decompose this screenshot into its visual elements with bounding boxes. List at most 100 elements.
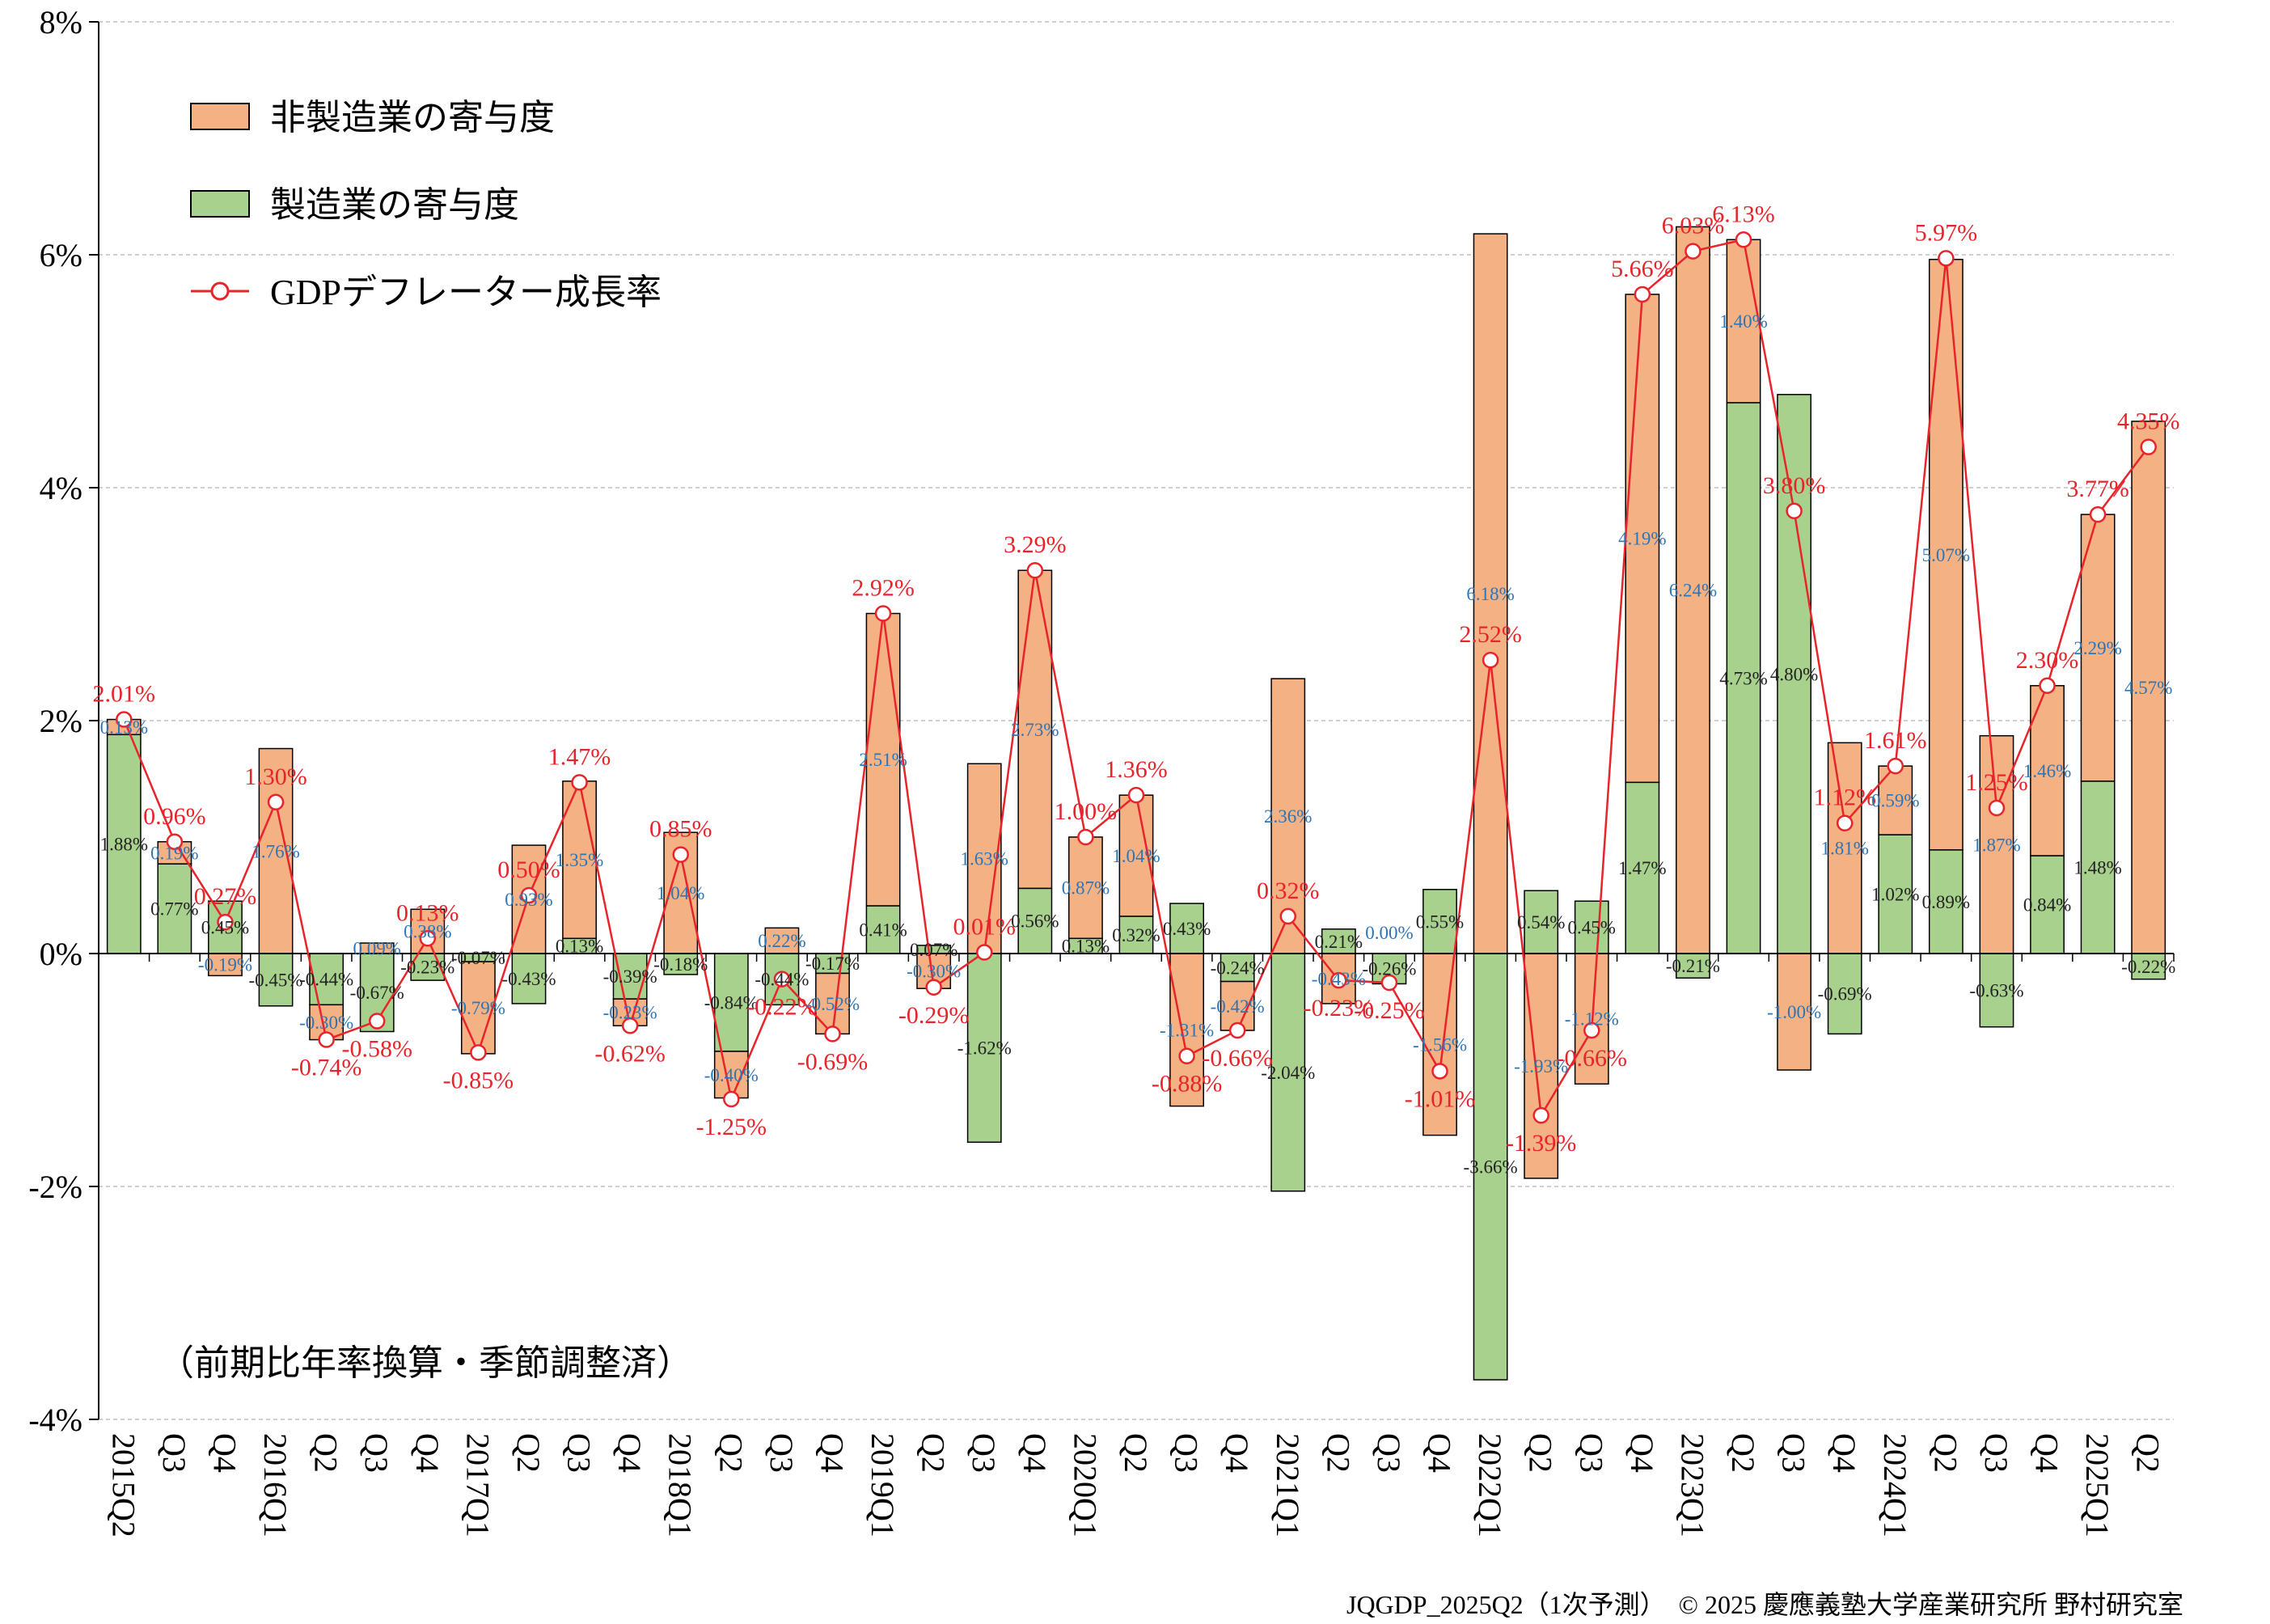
x-tick-label: Q4: [206, 1433, 243, 1473]
bar-nonmfg: [1676, 226, 1710, 954]
data-label-mfg: 0.21%: [1315, 932, 1363, 952]
data-label-gdp: -0.88%: [1152, 1071, 1222, 1097]
data-label-mfg: -0.45%: [249, 970, 303, 990]
data-label-gdp: 2.30%: [2016, 647, 2079, 674]
data-label-mfg: 0.45%: [201, 918, 249, 938]
gdp-marker: [419, 930, 437, 947]
data-label-nonmfg: -0.79%: [451, 998, 505, 1018]
x-tick-label: Q3: [561, 1433, 598, 1473]
gdp-marker: [824, 1026, 841, 1042]
gdp-marker: [1634, 285, 1651, 303]
data-label-gdp: 0.27%: [194, 883, 257, 910]
bar-mfg: [1220, 953, 1255, 983]
gdp-marker: [318, 1031, 335, 1048]
data-label-gdp: -0.62%: [594, 1040, 665, 1067]
data-label-mfg: 0.07%: [910, 940, 957, 960]
bar-mfg: [1777, 394, 1812, 954]
bar-nonmfg: [1270, 678, 1306, 954]
x-tick-label: Q2: [1118, 1433, 1154, 1473]
line-layer: [116, 231, 2157, 1124]
data-label-gdp: -0.69%: [797, 1048, 868, 1075]
bar-nonmfg: [2080, 514, 2116, 782]
data-label-nonmfg: -1.56%: [1413, 1034, 1467, 1055]
data-label-gdp: -0.66%: [1202, 1045, 1272, 1072]
data-label-nonmfg: 1.04%: [657, 883, 704, 903]
data-label-mfg: -0.23%: [400, 958, 454, 978]
data-label-nonmfg: -0.30%: [907, 962, 961, 982]
x-tick-label: Q3: [1169, 1433, 1205, 1473]
data-label-mfg: 4.80%: [1770, 664, 1818, 684]
data-label-gdp: 1.25%: [1965, 769, 2028, 796]
y-tick-label: 6%: [40, 237, 82, 273]
data-label-nonmfg: -0.52%: [805, 994, 860, 1014]
gdp-marker: [1380, 974, 1398, 992]
bar-nonmfg: [1068, 836, 1103, 940]
bar-nonmfg: [1827, 742, 1862, 954]
bar-mfg: [258, 953, 294, 1007]
x-tick-label: Q4: [814, 1433, 850, 1473]
gdp-marker: [925, 979, 942, 996]
data-label-nonmfg: 2.36%: [1264, 806, 1312, 827]
gdp-marker: [166, 833, 184, 851]
data-label-mfg: -0.21%: [1666, 956, 1720, 976]
data-label-gdp: -0.25%: [1354, 997, 1424, 1024]
y-tick-label: -4%: [28, 1402, 82, 1438]
data-label-mfg: 0.41%: [859, 920, 907, 940]
data-label-mfg: -0.43%: [501, 969, 556, 989]
x-tick-label: Q2: [1523, 1433, 1559, 1473]
gdp-marker: [1836, 814, 1854, 831]
bar-mfg: [663, 953, 699, 975]
data-label-nonmfg: 4.57%: [2124, 678, 2172, 698]
bar-mfg: [106, 734, 142, 954]
gdp-marker: [571, 774, 588, 791]
x-tick-label: Q3: [1776, 1433, 1812, 1473]
data-label-nonmfg: 1.63%: [961, 849, 1008, 869]
bar-nonmfg: [1777, 953, 1812, 1071]
data-label-gdp: 1.61%: [1864, 727, 1927, 754]
data-label-gdp: -0.22%: [746, 994, 817, 1021]
chart-footer: JQGDP_2025Q2（1次予測） © 2025 慶應義塾大学産業研究所 野村…: [1346, 1590, 2183, 1619]
gdp-marker: [1482, 651, 1499, 669]
x-tick-label: 2023Q1: [1674, 1433, 1710, 1537]
gdp-marker: [1178, 1047, 1195, 1064]
data-label-gdp: 3.77%: [2066, 476, 2129, 502]
axis-layer: 8% 6% 4% 2% 0% -2% -4% 2015Q2 Q3 Q4 2016Q1 Q2 Q3 Q4 20…: [28, 4, 2175, 1537]
data-label-mfg: 0.13%: [556, 937, 603, 957]
data-label-nonmfg: -0.23%: [603, 1003, 657, 1023]
data-label-mfg: -0.22%: [2121, 957, 2175, 977]
legend-label-nonmfg: 非製造業の寄与度: [270, 98, 555, 137]
gdp-marker: [1938, 250, 1955, 267]
data-label-nonmfg: -0.40%: [704, 1065, 759, 1085]
gdp-marker: [1786, 502, 1803, 520]
bar-nonmfg: [815, 972, 850, 1035]
bar-mfg: [1422, 889, 1457, 954]
x-tick-label: Q4: [2029, 1433, 2065, 1473]
x-tick-label: Q2: [2130, 1433, 2166, 1473]
data-label-nonmfg: 1.87%: [1972, 835, 2020, 855]
data-label-gdp: -0.85%: [443, 1067, 514, 1093]
legend-swatch-nonmfg: [190, 103, 250, 130]
gdp-marker: [1077, 828, 1094, 846]
gdp-marker: [975, 944, 993, 961]
data-label-mfg: -0.69%: [1818, 984, 1872, 1004]
label-layer: 1.88% 0.13% 2.01% 0.77% 0.19% 0.96% 0.45% -0.19…: [93, 201, 2180, 1177]
data-label-mfg: 1.02%: [1871, 885, 1919, 905]
data-label-nonmfg: 0.22%: [758, 931, 805, 951]
x-tick-label: 2015Q2: [105, 1433, 142, 1537]
x-tick-label: 2024Q1: [1877, 1433, 1913, 1537]
bar-mfg: [157, 863, 192, 954]
x-tick-label: Q3: [1978, 1433, 2014, 1473]
gdp-marker: [874, 605, 892, 622]
x-tick-label: Q2: [308, 1433, 345, 1473]
x-tick-label: Q3: [763, 1433, 800, 1473]
data-label-mfg: -0.24%: [1211, 958, 1265, 978]
data-label-gdp: 1.36%: [1105, 756, 1168, 783]
data-label-mfg: -1.62%: [957, 1038, 1012, 1059]
data-label-gdp: -0.66%: [1557, 1045, 1627, 1072]
data-label-nonmfg: 0.59%: [1871, 791, 1919, 811]
data-label-nonmfg: 0.09%: [353, 939, 401, 959]
y-tick-label: 4%: [40, 470, 82, 506]
legend-marker-gdp: [210, 281, 230, 301]
grid-layer: [99, 21, 2174, 1420]
data-label-gdp: 0.96%: [143, 803, 206, 830]
